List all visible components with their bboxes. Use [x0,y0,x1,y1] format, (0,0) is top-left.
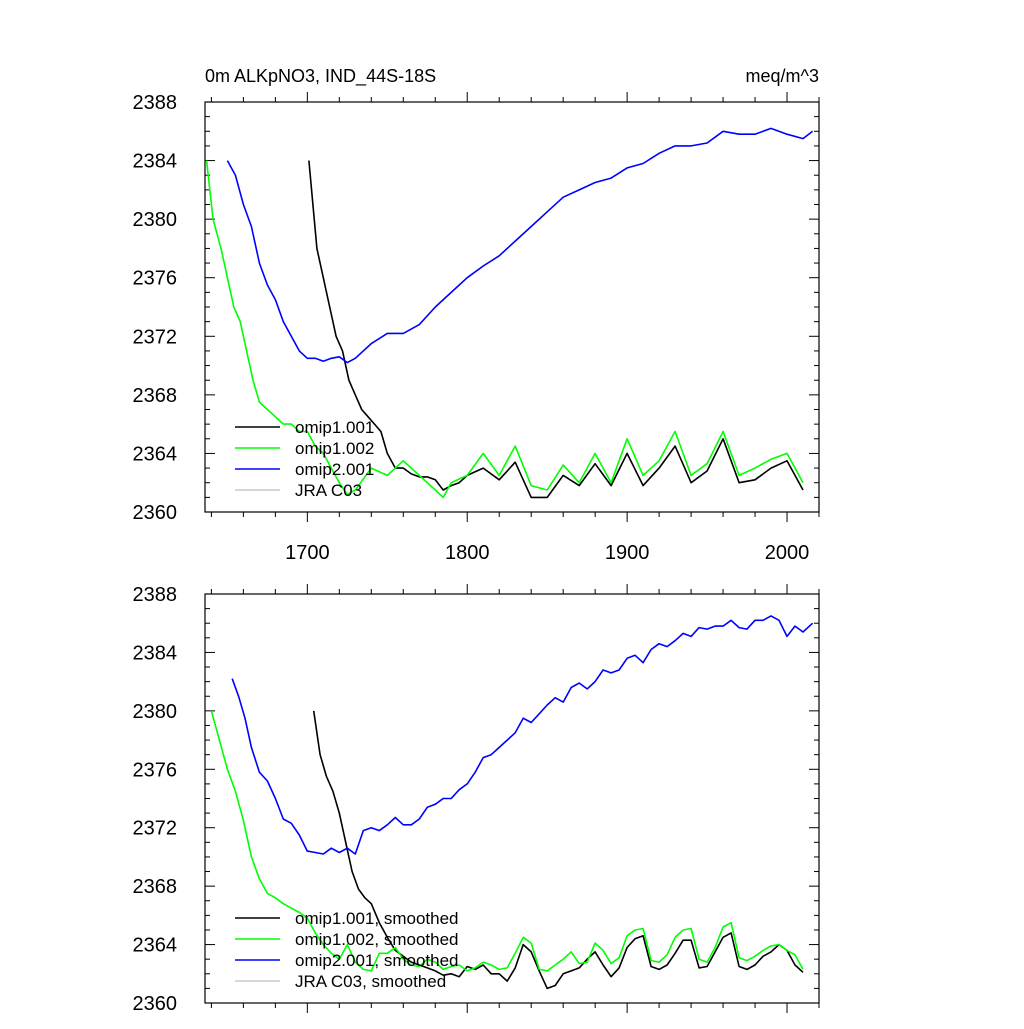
top-y-tick-label: 2380 [133,209,178,231]
bottom-legend-label-3: JRA C03, smoothed [295,972,446,991]
top-legend-label-2: omip2.001 [295,460,374,479]
top-series-line-2 [226,127,814,364]
top-x-tick-label: 1700 [285,542,330,564]
top-x-tick-label: 2000 [765,542,810,564]
bottom-y-tick-label: 2380 [133,701,178,723]
top-y-tick-label: 2368 [133,385,178,407]
top-x-tick-label: 1800 [445,542,490,564]
top-legend-label-0: omip1.001 [295,418,374,437]
top-x-tick-label: 1900 [605,542,650,564]
bottom-y-tick-label: 2364 [133,935,178,957]
top-y-tick-label: 2376 [133,268,178,290]
top-series-line-1 [205,160,804,499]
bottom-y-tick-label: 2372 [133,818,178,840]
top-y-tick-label: 2388 [133,92,178,114]
top-legend-label-3: JRA C03 [295,481,362,500]
bottom-legend-label-0: omip1.001, smoothed [295,909,459,928]
top-legend-label-1: omip1.002 [295,439,374,458]
top-y-tick-label: 2384 [133,151,178,173]
bottom-y-tick-label: 2376 [133,759,178,781]
top-chart-title: 0m ALKpNO3, IND_44S-18S [205,66,436,87]
bottom-series-line-2 [231,615,814,855]
bottom-y-tick-label: 2368 [133,876,178,898]
bottom-series-line-0 [312,710,804,990]
bottom-legend-label-2: omip2.001, smoothed [295,951,459,970]
bottom-y-tick-label: 2360 [133,993,178,1015]
bottom-legend-label-1: omip1.002, smoothed [295,930,459,949]
top-y-tick-label: 2360 [133,502,178,524]
top-series-line-0 [308,160,804,499]
bottom-y-tick-label: 2388 [133,584,178,606]
top-units-label: meq/m^3 [746,66,819,86]
top-y-tick-label: 2372 [133,326,178,348]
bottom-series-line-1 [210,710,804,972]
top-y-tick-label: 2364 [133,443,178,465]
bottom-y-tick-label: 2384 [133,642,178,664]
